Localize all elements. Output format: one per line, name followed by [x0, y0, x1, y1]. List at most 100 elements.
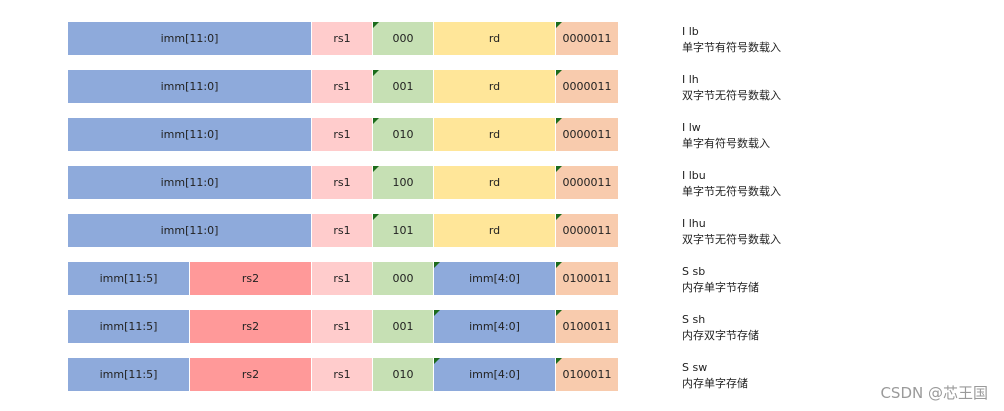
- comment-flag-icon: [434, 262, 440, 268]
- bit-field-label: 0000011: [562, 128, 612, 141]
- bit-field-label: imm[11:0]: [160, 128, 219, 141]
- bit-field-label: imm[11:5]: [99, 320, 158, 333]
- comment-flag-icon: [556, 118, 562, 124]
- bit-field: rs2: [190, 358, 312, 391]
- bit-field: 100: [373, 166, 434, 199]
- bit-field: rs1: [312, 22, 373, 55]
- bit-field: imm[11:0]: [68, 22, 312, 55]
- bit-field-label: 101: [392, 224, 414, 237]
- bit-field-label: rs2: [241, 320, 260, 333]
- instruction-type: I lhu: [682, 217, 706, 230]
- instruction-row: imm[11:0] rs1 000 rd 0000011: [68, 22, 618, 55]
- bit-field-label: rs1: [333, 80, 351, 93]
- instruction-meaning: 单字有符号数载入: [682, 137, 770, 150]
- bit-field-label: rs1: [333, 32, 351, 45]
- instruction-description: I lw 单字有符号数载入: [682, 120, 770, 152]
- bit-field: rs1: [312, 166, 373, 199]
- bit-field-label: imm[11:0]: [160, 224, 219, 237]
- bit-field-label: rd: [488, 224, 501, 237]
- bit-field-label: 0000011: [562, 224, 612, 237]
- bit-field: rs2: [190, 262, 312, 295]
- bit-field-label: rs1: [333, 272, 351, 285]
- bit-field-label: rs1: [333, 224, 351, 237]
- bit-field: imm[11:0]: [68, 70, 312, 103]
- bit-field-label: rd: [488, 32, 501, 45]
- bit-field-label: rs1: [333, 176, 351, 189]
- bit-field: rd: [434, 166, 556, 199]
- bit-field: 001: [373, 310, 434, 343]
- bit-field: imm[11:5]: [68, 310, 190, 343]
- bit-field: rs1: [312, 358, 373, 391]
- bit-field: rd: [434, 214, 556, 247]
- bit-field-label: imm[11:5]: [99, 272, 158, 285]
- bit-field-label: 010: [392, 128, 414, 141]
- comment-flag-icon: [373, 214, 379, 220]
- bit-field: rs1: [312, 262, 373, 295]
- bit-field: 0000011: [556, 118, 618, 151]
- bit-field-label: imm[4:0]: [469, 272, 520, 285]
- instruction-row: imm[11:5] rs2 rs1 001 imm[4:0] 0100011: [68, 310, 618, 343]
- bit-field: rs1: [312, 118, 373, 151]
- bit-field-label: imm[11:0]: [160, 32, 219, 45]
- bit-field: 101: [373, 214, 434, 247]
- instruction-row: imm[11:5] rs2 rs1 000 imm[4:0] 0100011: [68, 262, 618, 295]
- bit-field: rs1: [312, 70, 373, 103]
- bit-field: rs1: [312, 310, 373, 343]
- comment-flag-icon: [556, 310, 562, 316]
- instruction-type: I lb: [682, 25, 699, 38]
- bit-field-label: imm[4:0]: [469, 368, 520, 381]
- bit-field-label: rd: [488, 176, 501, 189]
- instruction-type: I lh: [682, 73, 699, 86]
- bit-field: 0000011: [556, 166, 618, 199]
- instruction-meaning: 内存单字存储: [682, 377, 748, 390]
- comment-flag-icon: [556, 262, 562, 268]
- instruction-row: imm[11:0] rs1 001 rd 0000011: [68, 70, 618, 103]
- bit-field: imm[11:5]: [68, 262, 190, 295]
- instruction-description: I lhu 双字节无符号数载入: [682, 216, 781, 248]
- instruction-meaning: 单字节无符号数载入: [682, 185, 781, 198]
- instruction-meaning: 双字节无符号数载入: [682, 233, 781, 246]
- bit-field: rd: [434, 70, 556, 103]
- bit-field: 0100011: [556, 262, 618, 295]
- bit-field: imm[11:0]: [68, 166, 312, 199]
- comment-flag-icon: [434, 310, 440, 316]
- comment-flag-icon: [373, 118, 379, 124]
- bit-field: 010: [373, 358, 434, 391]
- bit-field-label: rd: [488, 80, 501, 93]
- instruction-meaning: 内存双字节存储: [682, 329, 759, 342]
- bit-field-label: imm[11:5]: [99, 368, 158, 381]
- bit-field-label: 000: [392, 32, 414, 45]
- bit-field-label: 0000011: [562, 80, 612, 93]
- comment-flag-icon: [556, 22, 562, 28]
- bit-field-label: 0000011: [562, 176, 612, 189]
- bit-field-label: rd: [488, 128, 501, 141]
- instruction-meaning: 双字节无符号数载入: [682, 89, 781, 102]
- bit-field: rs2: [190, 310, 312, 343]
- comment-flag-icon: [373, 166, 379, 172]
- bit-field-label: 0100011: [562, 368, 612, 381]
- bit-field-label: rs2: [241, 272, 260, 285]
- watermark: CSDN @芯王国: [880, 384, 988, 402]
- bit-field: 0100011: [556, 310, 618, 343]
- instruction-description: I lbu 单字节无符号数载入: [682, 168, 781, 200]
- bit-field-label: imm[11:0]: [160, 80, 219, 93]
- bit-field-label: 0000011: [562, 32, 612, 45]
- instruction-type: S sb: [682, 265, 706, 278]
- instruction-description: S sb 内存单字节存储: [682, 264, 759, 296]
- bit-field-label: imm[11:0]: [160, 176, 219, 189]
- bit-field: 0000011: [556, 70, 618, 103]
- bit-field: imm[4:0]: [434, 310, 556, 343]
- bit-field: imm[11:0]: [68, 118, 312, 151]
- bit-field-label: 001: [392, 80, 414, 93]
- bit-field-label: 0100011: [562, 272, 612, 285]
- instruction-description: I lh 双字节无符号数载入: [682, 72, 781, 104]
- bit-field: 010: [373, 118, 434, 151]
- bit-field: 0100011: [556, 358, 618, 391]
- instruction-description: I lb 单字节有符号数载入: [682, 24, 781, 56]
- instruction-row: imm[11:5] rs2 rs1 010 imm[4:0] 0100011: [68, 358, 618, 391]
- instruction-description: S sw 内存单字存储: [682, 360, 748, 392]
- instruction-type: I lbu: [682, 169, 706, 182]
- bit-field: 000: [373, 262, 434, 295]
- instruction-row: imm[11:0] rs1 010 rd 0000011: [68, 118, 618, 151]
- bit-field: imm[4:0]: [434, 358, 556, 391]
